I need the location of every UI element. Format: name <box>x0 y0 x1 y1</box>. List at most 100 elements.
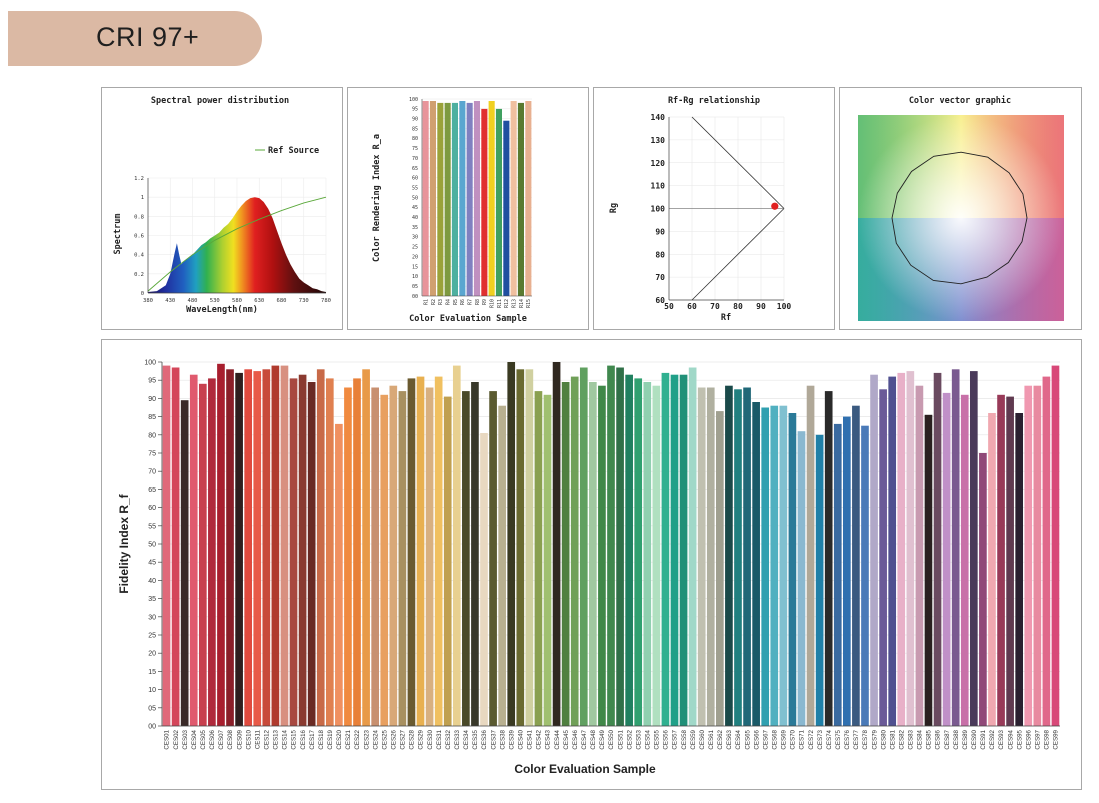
ra-y-tick: 55 <box>412 185 418 191</box>
rf-bar-ces01 <box>162 365 171 726</box>
ra-x-tick: R4 <box>445 299 451 305</box>
rf-xlabel: Color Evaluation Sample <box>514 762 656 776</box>
rf-bar-ces61 <box>706 387 715 726</box>
rf-y-tick: 80 <box>148 432 156 439</box>
ra-y-tick: 65 <box>412 166 418 172</box>
rf-bar-ces44 <box>552 362 561 726</box>
rf-x-tick: CES72 <box>808 729 815 749</box>
spd-legend: Ref Source <box>255 146 319 156</box>
rf-x-tick: CES09 <box>236 729 243 749</box>
ra-y-tick: 20 <box>412 254 418 260</box>
rf-bar-ces05 <box>198 383 207 726</box>
rf-bar-ces90 <box>969 371 978 726</box>
rf-x-tick: CES47 <box>581 729 588 749</box>
rf-bar-ces22 <box>353 378 361 726</box>
rf-x-tick: CES87 <box>944 729 951 749</box>
rf-x-tick: CES46 <box>572 729 579 749</box>
rf-bar-ces07 <box>217 363 225 726</box>
rf-bar-ces40 <box>516 369 525 726</box>
rf-x-tick: CES34 <box>463 729 470 749</box>
ra-y-tick: 45 <box>412 205 418 211</box>
rf-bar-ces51 <box>616 367 624 726</box>
rf-x-tick: CES48 <box>590 729 597 749</box>
rf-x-tick: CES23 <box>363 729 370 749</box>
rf-x-tick: CES66 <box>753 729 760 749</box>
rf-x-tick: CES08 <box>227 729 234 749</box>
rf-x-tick: CES11 <box>254 729 261 749</box>
rfrg-chart: Rf-Rg relationship 50 60 70 80 90 10060708090… <box>609 95 792 323</box>
rf-y-tick: 05 <box>148 705 156 712</box>
ra-chart: 00 05 10 15 20 25 30 35 40 45 50 55 60 65 70 75 80 85 90 95… <box>371 97 532 324</box>
rf-bar-ces53 <box>634 378 643 726</box>
ra-bar-r15 <box>525 101 532 296</box>
rf-bar-ces23 <box>362 369 370 726</box>
rf-x-tick: CES18 <box>318 729 325 749</box>
spd-y-tick: 0.4 <box>134 253 145 259</box>
rf-x-tick: CES10 <box>245 729 252 749</box>
rf-bar-ces46 <box>570 376 579 726</box>
rfrg-x-tick: 70 <box>710 302 720 311</box>
vector-polygon <box>891 151 1028 285</box>
ra-y-tick: 40 <box>412 215 418 221</box>
rfrg-y-tick: 70 <box>655 273 665 282</box>
ra-bar-r8 <box>473 101 480 296</box>
rf-x-tick: CES13 <box>273 729 280 749</box>
rf-x-tick: CES99 <box>1053 729 1060 749</box>
rf-bar-ces55 <box>652 385 661 726</box>
rf-x-tick: CES40 <box>518 729 525 749</box>
rf-x-tick: CES39 <box>508 729 515 749</box>
rf-x-tick: CES27 <box>400 729 407 749</box>
rfrg-y-tick: 130 <box>651 136 666 145</box>
ra-bar-r5 <box>451 102 458 297</box>
rf-bar-ces79 <box>870 374 878 726</box>
ra-y-tick: 25 <box>412 245 418 251</box>
rf-bar-ces02 <box>171 367 180 726</box>
rfrg-xlabel: Rf <box>721 313 731 323</box>
spd-x-tick: 380 <box>143 298 153 304</box>
rf-x-tick: CES33 <box>454 729 461 749</box>
rf-y-tick: 60 <box>148 505 156 512</box>
ra-x-tick: R14 <box>519 299 525 308</box>
rf-bar-ces16 <box>298 374 307 726</box>
ra-bar-r14 <box>517 102 524 297</box>
rf-x-tick: CES52 <box>626 729 633 749</box>
ra-y-tick: 95 <box>412 107 418 113</box>
rfrg-y-tick: 90 <box>655 227 665 236</box>
rf-x-tick: CES57 <box>672 729 679 749</box>
ra-x-tick: R2 <box>431 299 437 305</box>
rf-x-tick: CES70 <box>790 729 797 749</box>
rf-y-tick: 35 <box>148 596 156 603</box>
rf-bar-ces98 <box>1042 376 1051 726</box>
ra-y-tick: 35 <box>412 225 418 231</box>
rf-y-tick: 45 <box>148 560 156 567</box>
rfrg-panel: Rf-Rg relationship 50 60 70 80 90 100 60 70 80 90… <box>593 87 835 330</box>
vector-panel: Color vector graphic <box>839 87 1082 330</box>
ra-bar-r4 <box>444 102 451 297</box>
rf-x-tick: CES74 <box>826 729 833 749</box>
ra-x-tick: R6 <box>460 299 466 305</box>
rf-x-tick: CES83 <box>908 729 915 749</box>
ra-bar-r7 <box>466 102 473 297</box>
rf-bar-ces63 <box>725 385 733 726</box>
rf-bar-ces97 <box>1033 385 1042 726</box>
rf-x-tick: CES21 <box>345 729 352 749</box>
rf-x-tick: CES04 <box>191 729 198 749</box>
rf-bar-ces19 <box>325 378 334 726</box>
rf-bar-ces99 <box>1051 365 1060 726</box>
rf-x-tick: CES31 <box>436 729 443 749</box>
rf-bar-ces26 <box>389 385 398 726</box>
ra-y-tick: 100 <box>409 97 418 103</box>
rf-bar-ces27 <box>398 391 407 726</box>
rf-bar-ces66 <box>752 402 760 726</box>
rfrg-x-tick: 100 <box>777 302 792 311</box>
vector-title: Color vector graphic <box>909 95 1011 106</box>
rf-x-tick: CES77 <box>853 729 860 749</box>
rf-bar-ces43 <box>543 394 552 726</box>
rf-bar-ces87 <box>942 392 951 726</box>
ra-y-tick: 50 <box>412 195 418 201</box>
ra-x-tick: R1 <box>423 299 429 305</box>
rf-bar-ces47 <box>579 367 588 726</box>
spd-y-tick: 0.2 <box>134 272 144 278</box>
ra-bar-r3 <box>437 102 444 297</box>
rf-x-tick: CES17 <box>309 729 316 749</box>
